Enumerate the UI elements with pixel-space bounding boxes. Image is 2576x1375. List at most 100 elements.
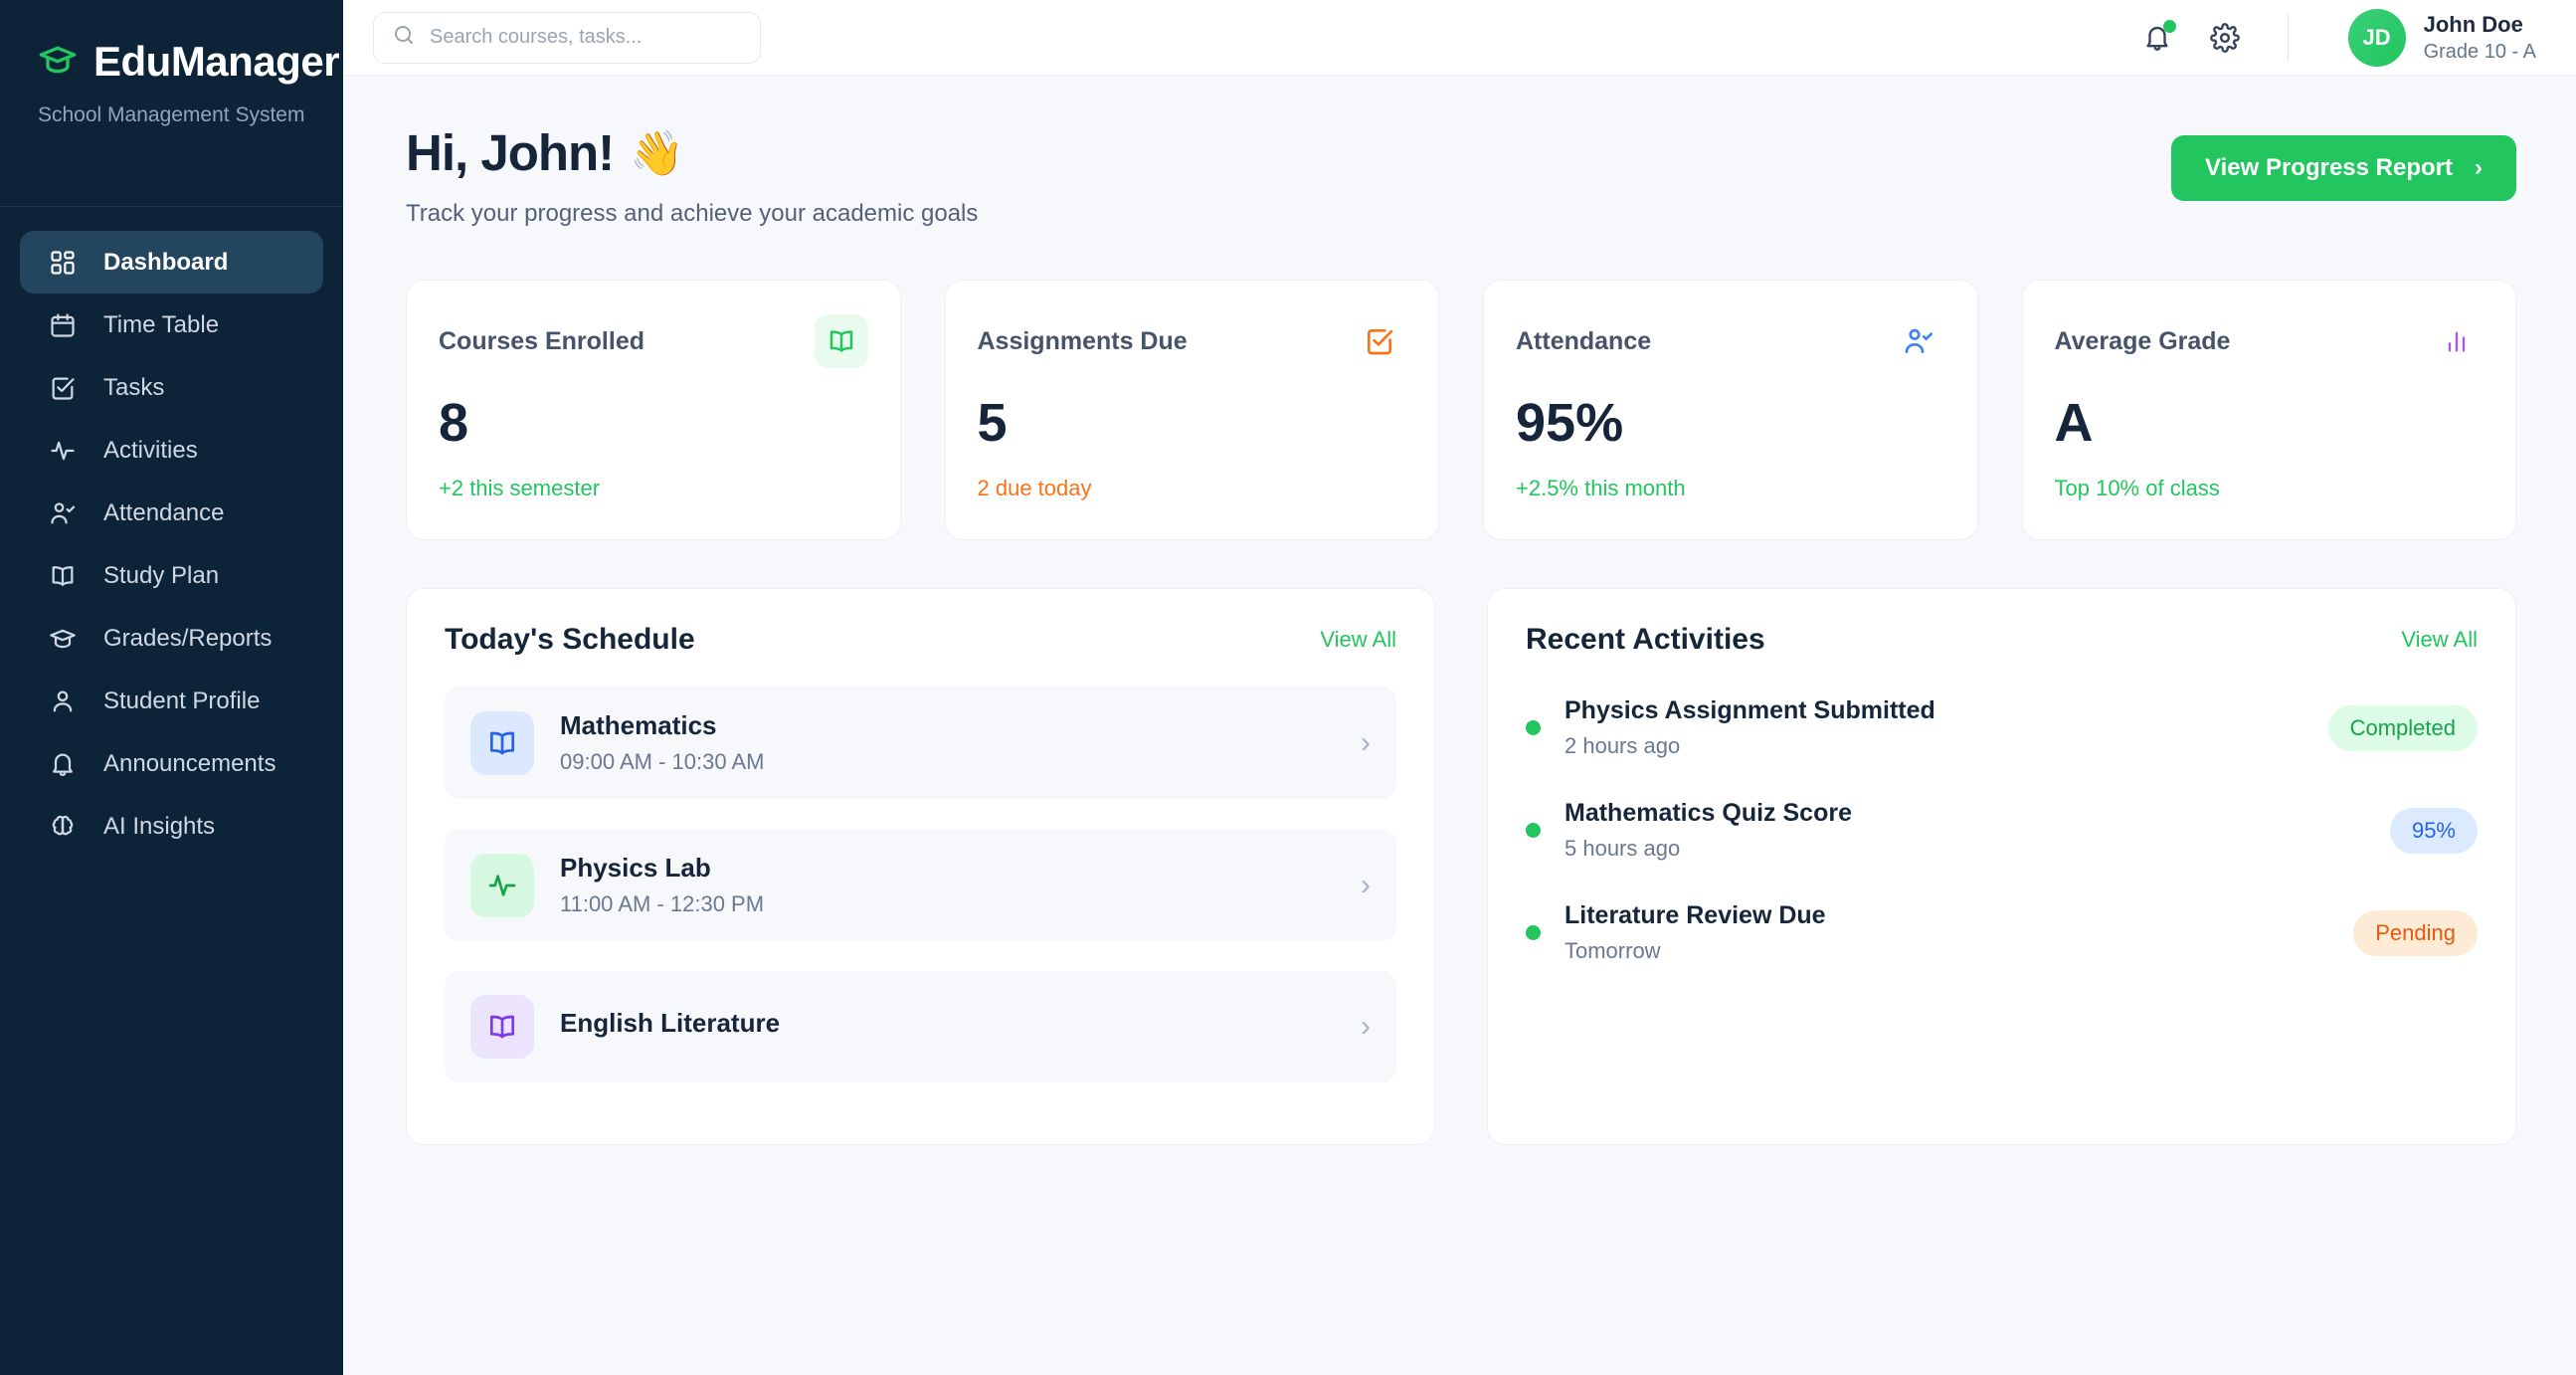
book-open-icon — [470, 710, 534, 775]
panel-title: Today's Schedule — [445, 623, 695, 656]
brand-name: EduManager — [93, 38, 340, 85]
sidebar-item-label: Study Plan — [103, 561, 220, 589]
panel-title: Recent Activities — [1526, 623, 1765, 656]
sidebar-item-label: Activities — [103, 436, 198, 464]
notification-badge-dot — [2162, 19, 2176, 33]
top-divider — [2287, 13, 2289, 62]
sidebar: EduManager School Management System Dash… — [0, 0, 343, 1375]
activity-time: 2 hours ago — [1564, 733, 1681, 758]
schedule-item[interactable]: Physics Lab 11:00 AM - 12:30 PM › — [445, 829, 1396, 941]
activity-time: Tomorrow — [1564, 938, 1661, 963]
stat-card-average-grade[interactable]: Average Grade A Top 10% of class — [2021, 280, 2516, 540]
greeting-text: Hi, John! — [406, 124, 615, 181]
schedule-item[interactable]: Mathematics 09:00 AM - 10:30 AM › — [445, 687, 1396, 799]
chevron-right-icon: › — [1361, 868, 1371, 901]
activity-item[interactable]: Physics Assignment Submitted 2 hours ago… — [1526, 696, 2478, 759]
notifications-button[interactable] — [2140, 19, 2176, 55]
activity-item[interactable]: Mathematics Quiz Score 5 hours ago 95% — [1526, 799, 2478, 862]
schedule-item-name: English Literature — [560, 1007, 781, 1038]
activity-title: Mathematics Quiz Score — [1564, 799, 1852, 827]
sidebar-item-label: Announcements — [103, 749, 276, 777]
stat-value: 5 — [977, 393, 1008, 453]
check-square-icon — [48, 373, 78, 403]
stat-delta: +2 this semester — [439, 476, 601, 500]
book-open-icon — [814, 314, 868, 368]
sidebar-item-announcements[interactable]: Announcements — [20, 732, 323, 795]
view-progress-report-button[interactable]: View Progress Report › — [2171, 135, 2516, 201]
greeting-subtitle: Track your progress and achieve your aca… — [406, 200, 979, 227]
stat-card-courses-enrolled[interactable]: Courses Enrolled 8 +2 this semester — [406, 280, 901, 540]
calendar-icon — [48, 310, 78, 340]
sidebar-item-grades-reports[interactable]: Grades/Reports — [20, 607, 323, 670]
schedule-item-name: Mathematics — [560, 710, 717, 740]
stat-card-attendance[interactable]: Attendance 95% +2.5% this month — [1483, 280, 1978, 540]
sidebar-item-label: Dashboard — [103, 248, 229, 276]
sidebar-item-attendance[interactable]: Attendance — [20, 482, 323, 544]
recent-activities-panel: Recent Activities View All Physics Assig… — [1487, 588, 2516, 1145]
sidebar-item-tasks[interactable]: Tasks — [20, 356, 323, 419]
activity-pulse-icon — [470, 853, 534, 917]
main-area: JD John Doe Grade 10 - A Hi, John! 👋 Tra… — [343, 0, 2576, 1375]
bar-chart-icon — [2430, 314, 2484, 368]
greeting-block: Hi, John! 👋 Track your progress and achi… — [406, 123, 978, 228]
schedule-item-time: 09:00 AM - 10:30 AM — [560, 749, 765, 774]
top-bar: JD John Doe Grade 10 - A — [343, 0, 2576, 76]
activities-view-all-link[interactable]: View All — [2401, 627, 2478, 652]
status-badge: Pending — [2353, 909, 2478, 956]
stat-value: 8 — [439, 393, 469, 453]
sidebar-item-student-profile[interactable]: Student Profile — [20, 670, 323, 732]
status-dot-icon — [1526, 720, 1541, 735]
schedule-item[interactable]: English Literature › — [445, 971, 1396, 1082]
page-title: Hi, John! 👋 — [406, 123, 978, 182]
stat-delta: Top 10% of class — [2054, 476, 2220, 500]
user-check-icon — [1892, 314, 1945, 368]
user-check-icon — [48, 498, 78, 528]
waving-hand-icon: 👋 — [630, 128, 684, 178]
stats-row: Courses Enrolled 8 +2 this semester Assi… — [406, 280, 2516, 540]
bell-icon — [48, 749, 78, 779]
sidebar-item-label: Grades/Reports — [103, 624, 273, 652]
activity-item[interactable]: Literature Review Due Tomorrow Pending — [1526, 901, 2478, 964]
stat-card-assignments-due[interactable]: Assignments Due 5 2 due today — [944, 280, 1439, 540]
sidebar-item-time-table[interactable]: Time Table — [20, 294, 323, 356]
sidebar-item-label: Attendance — [103, 498, 225, 526]
stat-value: A — [2054, 393, 2094, 453]
schedule-item-name: Physics Lab — [560, 853, 711, 883]
sidebar-item-label: Student Profile — [103, 687, 261, 714]
stat-label: Assignments Due — [977, 326, 1188, 355]
sidebar-item-activities[interactable]: Activities — [20, 419, 323, 482]
greeting-row: Hi, John! 👋 Track your progress and achi… — [406, 123, 2516, 228]
schedule-item-time: 11:00 AM - 12:30 PM — [560, 891, 765, 916]
stat-delta: 2 due today — [977, 476, 1092, 500]
chevron-right-icon: › — [1361, 1010, 1371, 1043]
sidebar-item-study-plan[interactable]: Study Plan — [20, 544, 323, 607]
sidebar-item-label: AI Insights — [103, 812, 216, 840]
cta-label: View Progress Report — [2205, 154, 2453, 181]
search-input[interactable] — [430, 26, 742, 49]
user-subtitle: Grade 10 - A — [2423, 40, 2536, 63]
brand-block: EduManager School Management System — [0, 0, 343, 207]
todays-schedule-panel: Today's Schedule View All Mathematics 09… — [406, 588, 1435, 1145]
activity-time: 5 hours ago — [1564, 836, 1681, 861]
activity-pulse-icon — [48, 436, 78, 466]
sidebar-item-dashboard[interactable]: Dashboard — [20, 231, 323, 294]
stat-label: Courses Enrolled — [439, 326, 644, 355]
settings-button[interactable] — [2208, 21, 2242, 55]
search-box[interactable] — [373, 11, 761, 64]
book-open-icon — [470, 995, 534, 1059]
chevron-right-icon: › — [1361, 725, 1371, 759]
search-icon — [392, 23, 416, 52]
schedule-view-all-link[interactable]: View All — [1320, 627, 1396, 652]
panels-row: Today's Schedule View All Mathematics 09… — [406, 588, 2516, 1145]
content-area: Hi, John! 👋 Track your progress and achi… — [343, 76, 2576, 1375]
stat-delta: +2.5% this month — [1516, 476, 1686, 500]
sidebar-item-ai-insights[interactable]: AI Insights — [20, 795, 323, 858]
sidebar-nav: Dashboard Time Table Tasks Activities At… — [0, 207, 343, 858]
user-name: John Doe — [2423, 11, 2523, 37]
user-menu[interactable]: JD John Doe Grade 10 - A — [2347, 8, 2536, 67]
brain-icon — [48, 812, 78, 842]
graduation-cap-icon — [48, 624, 78, 654]
brand-subtitle: School Management System — [38, 103, 305, 126]
grid-icon — [48, 248, 78, 278]
